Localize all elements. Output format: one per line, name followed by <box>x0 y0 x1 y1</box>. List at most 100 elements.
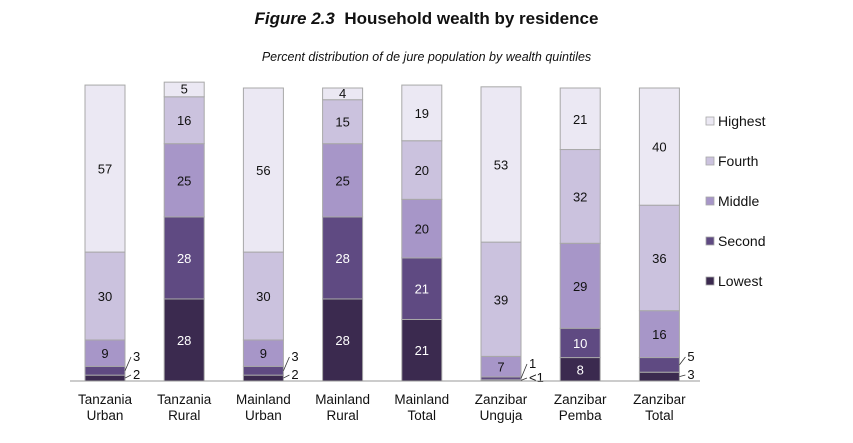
value-label-zanzibar-unguja-second: 1 <box>529 356 536 371</box>
value-label-zanzibar-total-highest: 40 <box>652 140 666 155</box>
value-label-tanzania-urban-highest: 57 <box>98 162 112 177</box>
value-label-tanzania-urban-second: 3 <box>133 349 140 364</box>
x-tick-label-mainland-rural-1: Mainland <box>315 392 370 407</box>
bar-mainland-urban-middle <box>242 339 284 367</box>
bar-zanzibar-pemba-second <box>559 327 601 359</box>
value-label-mainland-rural-middle: 25 <box>335 173 349 188</box>
legend-label-highest: Highest <box>718 113 766 129</box>
value-label-mainland-rural-highest: 4 <box>339 86 346 101</box>
value-label-zanzibar-pemba-second: 10 <box>573 336 587 351</box>
value-label-tanzania-rural-lowest: 28 <box>177 333 191 348</box>
leader-line-zanzibar-unguja-lowest <box>520 377 528 381</box>
bar-mainland-urban-second <box>242 365 284 376</box>
value-label-mainland-rural-fourth: 15 <box>335 115 349 130</box>
x-tick-label-zanzibar-pemba-1: Zanzibar <box>554 392 607 407</box>
legend-swatch-lowest <box>705 276 715 286</box>
value-label-mainland-urban-highest: 56 <box>256 163 270 178</box>
value-label-mainland-urban-lowest: 2 <box>291 367 298 382</box>
x-tick-label-zanzibar-unguja-2: Unguja <box>480 408 523 423</box>
value-label-mainland-total-highest: 19 <box>415 106 429 121</box>
bar-tanzania-urban-second <box>84 365 126 376</box>
leader-line-mainland-urban-lowest <box>283 374 290 379</box>
value-label-zanzibar-total-middle: 16 <box>652 327 666 342</box>
value-label-zanzibar-unguja-fourth: 39 <box>494 292 508 307</box>
bar-zanzibar-total-lowest <box>638 371 680 382</box>
bar-mainland-urban-fourth <box>242 251 284 341</box>
legend-label-second: Second <box>718 233 765 249</box>
leader-line-zanzibar-total-lowest <box>679 374 686 377</box>
bar-mainland-rural-lowest <box>322 298 364 382</box>
x-tick-label-zanzibar-total-1: Zanzibar <box>633 392 686 407</box>
x-tick-label-mainland-rural-2: Rural <box>326 408 358 423</box>
bar-zanzibar-total-fourth <box>638 204 680 312</box>
legend-swatch-fourth <box>705 156 715 166</box>
value-label-tanzania-rural-second: 28 <box>177 251 191 266</box>
value-label-tanzania-rural-fourth: 16 <box>177 113 191 128</box>
value-label-mainland-total-middle: 20 <box>415 222 429 237</box>
bar-zanzibar-total-second <box>638 357 680 373</box>
bar-zanzibar-unguja-highest <box>480 86 522 243</box>
bar-zanzibar-pemba-middle <box>559 242 601 329</box>
value-label-mainland-total-second: 21 <box>415 282 429 297</box>
legend-swatch-second <box>705 236 715 246</box>
chart-title: Figure 2.3 Household wealth by residence <box>0 9 853 29</box>
x-tick-label-zanzibar-unguja-1: Zanzibar <box>475 392 528 407</box>
x-tick-label-tanzania-urban-1: Tanzania <box>78 392 133 407</box>
value-label-tanzania-urban-fourth: 30 <box>98 289 112 304</box>
value-label-mainland-total-lowest: 21 <box>415 343 429 358</box>
bar-mainland-rural-second <box>322 216 364 300</box>
legend: Highest Fourth Middle Second Lowest <box>705 113 766 289</box>
x-tick-label-zanzibar-total-2: Total <box>645 408 674 423</box>
bar-mainland-total-middle <box>401 198 443 259</box>
x-tick-label-mainland-urban-1: Mainland <box>236 392 291 407</box>
x-tick-label-mainland-total-1: Mainland <box>394 392 449 407</box>
value-label-zanzibar-pemba-lowest: 8 <box>577 362 584 377</box>
x-tick-label-zanzibar-pemba-2: Pemba <box>559 408 602 423</box>
value-label-zanzibar-unguja-middle: 7 <box>497 360 504 375</box>
legend-swatch-middle <box>705 196 715 206</box>
value-label-zanzibar-total-lowest: 3 <box>687 367 694 382</box>
value-label-mainland-rural-second: 28 <box>335 251 349 266</box>
x-tick-label-mainland-total-2: Total <box>408 408 437 423</box>
x-tick-label-tanzania-rural-2: Rural <box>168 408 200 423</box>
leader-line-mainland-urban-second <box>283 356 290 371</box>
legend-label-middle: Middle <box>718 193 759 209</box>
bar-tanzania-rural-highest <box>163 81 205 98</box>
x-tick-label-tanzania-rural-1: Tanzania <box>157 392 212 407</box>
value-label-zanzibar-pemba-fourth: 32 <box>573 189 587 204</box>
bar-mainland-total-highest <box>401 84 443 142</box>
bar-zanzibar-total-middle <box>638 310 680 359</box>
x-axis-labels: TanzaniaUrbanTanzaniaRuralMainlandUrbanM… <box>78 392 686 423</box>
leader-line-zanzibar-total-second <box>679 356 686 366</box>
bar-mainland-urban-highest <box>242 87 284 253</box>
value-label-zanzibar-pemba-middle: 29 <box>573 279 587 294</box>
value-label-tanzania-rural-highest: 5 <box>181 81 188 96</box>
figure-label: Figure 2.3 <box>254 9 335 28</box>
bar-mainland-rural-highest <box>322 87 364 101</box>
legend-swatch-highest <box>705 116 715 126</box>
value-label-mainland-urban-middle: 9 <box>260 346 267 361</box>
value-label-zanzibar-unguja-lowest: <1 <box>529 370 544 385</box>
chart-subtitle: Percent distribution of de jure populati… <box>261 50 592 64</box>
value-label-zanzibar-total-second: 5 <box>687 349 694 364</box>
value-label-tanzania-urban-lowest: 2 <box>133 367 140 382</box>
bar-zanzibar-total-highest <box>638 87 680 206</box>
value-label-zanzibar-pemba-highest: 21 <box>573 112 587 127</box>
legend-label-lowest: Lowest <box>718 273 762 289</box>
leader-line-zanzibar-unguja-second <box>520 363 528 379</box>
value-label-mainland-urban-second: 3 <box>291 349 298 364</box>
legend-label-fourth: Fourth <box>718 153 758 169</box>
figure-title: Household wealth by residence <box>344 9 599 28</box>
bars-group: 2393057282825165239305628282515421212020… <box>84 81 695 385</box>
value-label-mainland-rural-lowest: 28 <box>335 333 349 348</box>
leader-line-tanzania-urban-lowest <box>124 374 132 379</box>
bar-tanzania-urban-fourth <box>84 251 126 341</box>
bar-tanzania-urban-middle <box>84 339 126 367</box>
value-label-mainland-urban-fourth: 30 <box>256 289 270 304</box>
bar-mainland-urban-lowest <box>242 374 284 382</box>
x-tick-label-tanzania-urban-2: Urban <box>87 408 124 423</box>
value-label-zanzibar-unguja-highest: 53 <box>494 157 508 172</box>
bar-tanzania-urban-lowest <box>84 374 126 382</box>
value-label-mainland-total-fourth: 20 <box>415 163 429 178</box>
